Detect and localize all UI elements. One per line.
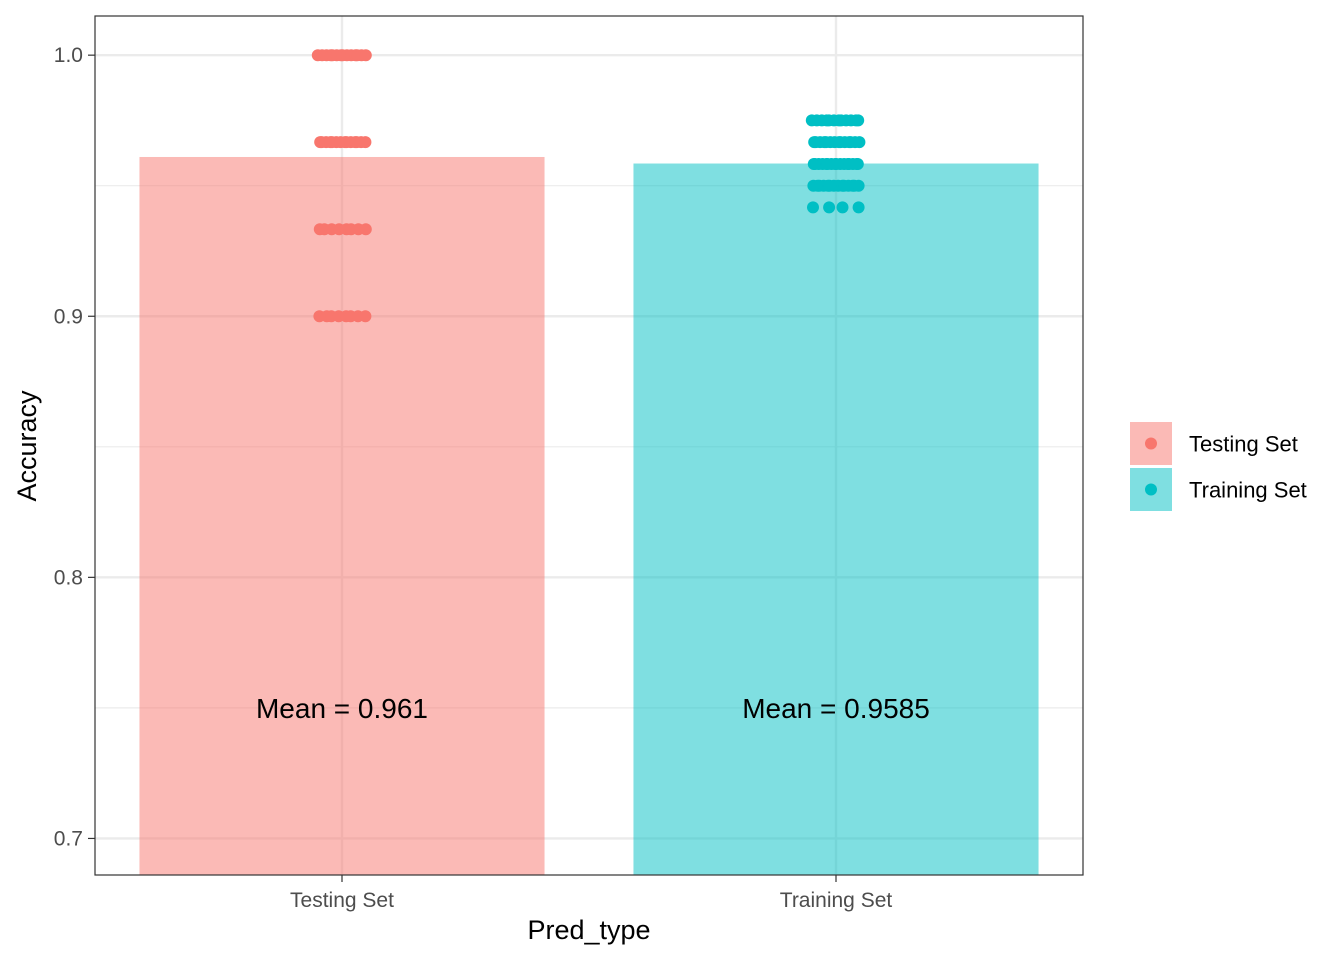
y-tick-label: 0.7 [54,827,83,850]
data-point [359,136,372,149]
legend-key-point [1145,437,1157,450]
data-point [807,201,819,214]
x-tick-label: Testing Set [290,889,394,912]
x-axis-title: Pred_type [527,915,650,945]
panel-border [94,15,1084,876]
x-tick-label: Training Set [780,889,893,912]
bar-training-set [633,163,1039,875]
y-tick-label: 0.8 [54,566,83,589]
data-points [311,49,866,323]
mean-annotation: Mean = 0.961 [256,693,428,724]
data-point [852,114,865,127]
data-point [853,136,866,149]
y-axis-title: Accuracy [12,390,42,502]
legend-label: Testing Set [1189,432,1298,457]
bar-testing-set [139,156,545,876]
mean-labels: Mean = 0.961 Mean = 0.9585 [256,693,930,724]
data-point [852,201,865,214]
data-point [359,310,372,323]
data-point [851,158,864,170]
y-tick-label: 0.9 [54,305,83,328]
y-axis: 0.7 0.8 0.9 1.0 [54,44,95,850]
x-axis: Testing Set Training Set [290,875,892,912]
data-point [836,201,849,214]
legend: Testing Set Training Set [1130,422,1307,511]
mean-annotation: Mean = 0.9585 [742,693,930,724]
y-tick-label: 1.0 [54,44,83,67]
bars [139,156,1039,876]
legend-key-point [1145,483,1157,496]
data-point [823,201,836,214]
data-point [359,49,372,62]
data-point [852,179,865,192]
data-point [359,223,372,236]
legend-label: Training Set [1189,478,1307,503]
